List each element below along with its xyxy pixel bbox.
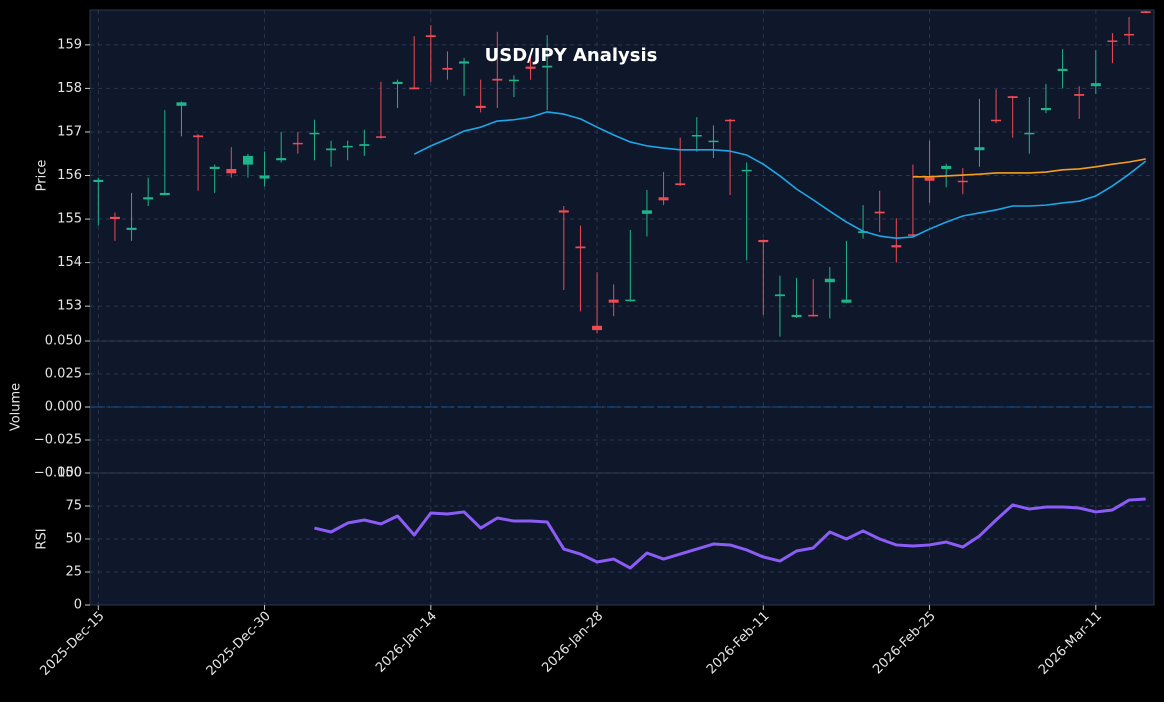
candle-body [542,65,553,68]
candle-body [558,210,569,213]
y-tick-label: 0.000 [45,400,82,415]
candle-body [708,140,719,143]
candle-body [226,168,237,174]
candle-body [109,216,120,220]
candle-body [1057,68,1068,71]
y-tick-label: 0.050 [45,334,82,349]
candle-body [1040,107,1051,111]
candle-body [359,144,370,146]
candle-body [475,105,486,108]
candle-body [1007,96,1018,98]
x-tick-label: 2026-Jan-28 [539,609,606,676]
y-tick-label: 50 [65,532,82,547]
candle-body [176,102,187,106]
candle-body [392,81,403,85]
candle-body [292,142,303,145]
y-tick-label: 156 [57,168,82,183]
moving-average-line [912,158,1146,178]
candle-body [858,231,869,233]
y-axis-label: RSI [35,528,50,549]
candle-body [675,183,686,186]
rsi-line [314,497,1146,570]
candle-body [525,66,536,69]
candle-body [93,179,104,183]
candle-body [691,134,702,137]
candle-body [824,278,835,283]
candle-body [159,192,170,196]
y-tick-label: 100 [57,466,82,481]
y-tick-label: −0.025 [34,433,82,448]
y-tick-label: 153 [57,299,82,314]
x-tick-label: 2026-Mar-11 [1036,609,1105,678]
candle-body [1024,132,1035,135]
candle-body [242,155,253,165]
candle-body [209,166,220,169]
x-tick-label: 2026-Feb-25 [870,609,939,678]
moving-average-line [413,111,1147,240]
candle-body [791,314,802,318]
candle-body [409,87,420,90]
candle-body [741,169,752,172]
candle-body [1074,94,1085,96]
candle-body [425,35,436,38]
plot-area [89,9,1155,606]
candle-body [575,246,586,249]
y-tick-label: −0.050 [34,466,82,481]
candle-body [259,175,270,179]
y-tick-label: 157 [57,124,82,139]
candle-body [808,314,819,317]
candle-body [641,210,652,214]
candle-body [459,61,470,64]
candle-body [625,299,636,302]
candle-body [1124,33,1135,36]
candle-body [941,165,952,169]
candle-body [592,325,603,331]
y-axis-label: Volume [9,383,24,431]
candle-body [891,245,902,248]
y-tick-label: 25 [65,565,82,580]
candle-body [841,299,852,303]
y-tick-label: 158 [57,81,82,96]
candle-body [492,78,503,81]
candle-body [774,294,785,297]
y-tick-label: 154 [57,255,82,270]
x-tick-label: 2026-Feb-11 [704,609,773,678]
x-tick-label: 2026-Jan-14 [373,609,440,676]
y-tick-label: 75 [65,499,82,514]
candle-body [758,239,769,243]
y-tick-label: 0.025 [45,367,82,382]
candle-body [193,135,204,138]
candle-body [342,145,353,148]
y-tick-label: 0 [74,598,82,613]
candle-body [924,177,935,181]
y-tick-label: 155 [57,212,82,227]
candle-body [1090,83,1101,87]
candle-body [143,197,154,200]
x-tick-label: 2025-Dec-30 [204,609,274,679]
candle-body [442,67,453,70]
candle-body [1140,11,1151,14]
candle-body [309,132,320,135]
candle-body [874,211,885,214]
candle-body [375,136,386,138]
candle-body [276,158,287,161]
candle-body [907,234,918,236]
candle-body [508,79,519,82]
candle-body [991,119,1002,122]
candle-body [658,197,669,201]
y-axis-label: Price [35,160,50,192]
candle-body [1107,40,1118,42]
candle-body [957,180,968,183]
x-tick-label: 2025-Dec-15 [37,609,107,679]
candle-body [326,148,337,151]
candle-body [725,119,736,122]
y-tick-label: 159 [57,37,82,52]
candle-body [608,299,619,303]
candle-body [126,227,137,230]
candle-body [974,147,985,151]
chart-title: USD/JPY Analysis [485,45,658,66]
